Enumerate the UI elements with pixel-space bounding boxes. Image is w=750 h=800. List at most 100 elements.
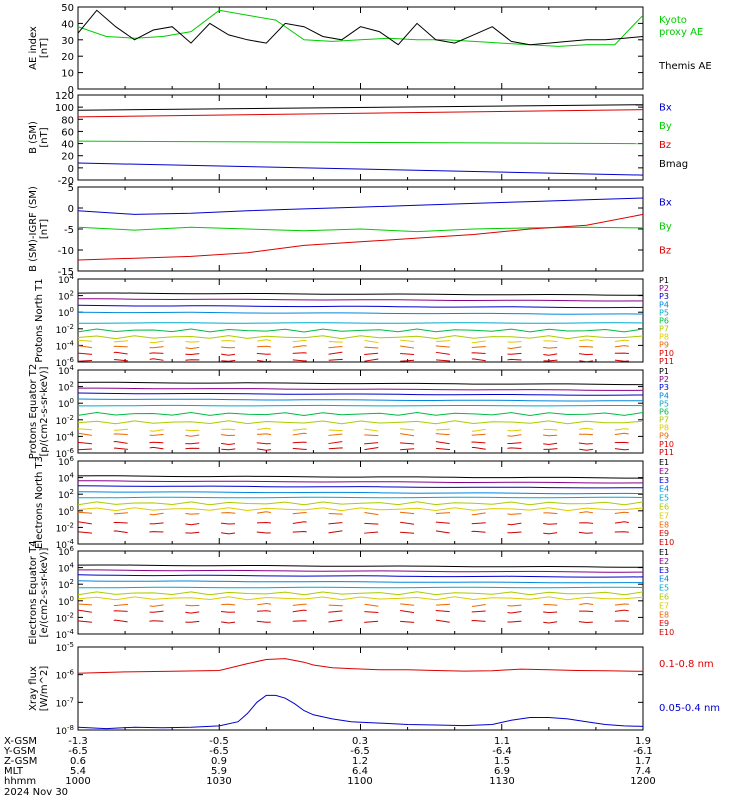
panel-xray [77, 646, 644, 731]
legend-label: P4 [659, 300, 669, 309]
y-tick-label: 10-5 [56, 641, 74, 654]
series-line-ee-6 [78, 596, 643, 601]
series-line-xray-0 [78, 658, 643, 674]
series-line-en-2 [78, 485, 643, 489]
panel-frame [77, 6, 644, 90]
legend-label: E1 [659, 458, 669, 467]
y-axis-label: AE index [28, 26, 39, 70]
series-line-pe-5 [78, 411, 643, 417]
y-tick-label: -10 [58, 246, 74, 257]
y-axis-label: Electrons North T3 [34, 456, 45, 549]
series-line-pe-7 [78, 427, 643, 432]
y-axis-label: Protons Equator T2 [28, 364, 39, 460]
legend-label: P8 [659, 424, 669, 433]
orbit-value: -6.1 [633, 746, 653, 757]
series-line-bsm-3 [78, 104, 643, 111]
y-tick-label: 100 [58, 397, 74, 410]
legend-label: P1 [659, 367, 669, 376]
series-line-pe-4 [78, 404, 643, 407]
legend-label: E4 [659, 485, 669, 494]
y-axis-unit: [e/(cm2-s-sr-keV)] [39, 547, 50, 637]
orbit-value: 1000 [65, 776, 90, 787]
series-line-pn-8 [78, 345, 643, 350]
orbit-value: 0.3 [352, 736, 368, 747]
y-tick-label: 10-6 [56, 356, 75, 369]
y-tick-label: 10-2 [56, 521, 74, 534]
legend-label: Bx [659, 102, 672, 113]
y-tick-label: 10-2 [56, 414, 74, 427]
series-line-ae-1 [78, 9, 643, 46]
legend-label: P7 [659, 325, 669, 334]
legend-label: E10 [659, 538, 674, 547]
series-line-xray-1 [78, 694, 643, 730]
series-line-pe-2 [78, 392, 643, 396]
y-tick-label: 50 [61, 3, 74, 14]
orbit-value: -6.4 [492, 746, 512, 757]
legend-label: E5 [659, 494, 669, 503]
orbit-value: 7.4 [635, 766, 651, 777]
series-line-bigrf-2 [78, 213, 643, 261]
series-line-bsm-1 [78, 140, 643, 145]
legend-label: proxy AE [659, 27, 703, 38]
y-tick-label: 20 [61, 52, 74, 63]
legend-label: P11 [659, 357, 674, 366]
y-tick-label: 0 [68, 85, 74, 96]
series-line-pn-0 [78, 292, 643, 296]
series-line-ee-3 [78, 580, 643, 584]
y-axis-label: B (SM) [28, 121, 39, 154]
orbit-value: 1.2 [352, 756, 368, 767]
legend-label: E9 [659, 529, 669, 538]
y-tick-label: 20 [61, 152, 74, 163]
legend-label: Bx [659, 197, 672, 208]
y-tick-label: 10-4 [56, 538, 75, 551]
legend-label: P6 [659, 407, 669, 416]
legend-label: By [659, 221, 672, 232]
y-tick-label: -5 [64, 225, 74, 236]
legend-label: P6 [659, 316, 669, 325]
legend-label: P5 [659, 399, 669, 408]
y-axis-unit: [nT] [39, 38, 50, 58]
orbit-value: 1.7 [635, 756, 651, 767]
legend-label: P2 [659, 375, 669, 384]
panel-pn [77, 278, 644, 363]
panel-frame [77, 646, 644, 731]
series-line-pe-0 [78, 381, 643, 386]
y-tick-label: 104 [58, 364, 74, 377]
orbit-value: -6.5 [68, 746, 88, 757]
panel-ae [77, 6, 644, 90]
y-axis-unit: [p/(cm2-s-sr-keV)] [39, 366, 50, 456]
y-axis-label: Protons North T1 [34, 278, 45, 362]
y-tick-label: 100 [58, 595, 74, 608]
series-line-pe-3 [78, 398, 643, 402]
y-tick-label: -15 [58, 267, 74, 278]
legend-label: P10 [659, 349, 674, 358]
legend-label: P4 [659, 391, 669, 400]
series-line-ee-7 [78, 602, 643, 607]
y-tick-label: 104 [58, 472, 74, 485]
orbit-value: 0.9 [211, 756, 227, 767]
y-tick-label: 106 [58, 455, 74, 468]
orbit-value: 0.6 [70, 756, 86, 767]
legend-label: Bz [659, 245, 671, 256]
orbit-value: -1.3 [68, 736, 88, 747]
legend-label: Themis AE [658, 61, 712, 72]
legend-label: Bmag [659, 159, 688, 170]
series-line-ee-0 [78, 564, 643, 568]
series-line-pn-3 [78, 311, 643, 315]
series-line-pe-1 [78, 387, 643, 391]
panel-pe [77, 369, 644, 454]
y-tick-label: 10 [61, 69, 74, 80]
y-tick-label: 102 [58, 578, 74, 591]
legend-label: E8 [659, 520, 669, 529]
legend-label: 0.1-0.8 nm [659, 659, 714, 670]
legend-label: E8 [659, 610, 669, 619]
series-line-pe-6 [78, 420, 643, 425]
y-axis-label: Electrons Equator T4 [28, 540, 39, 644]
y-tick-label: 10-6 [56, 447, 75, 460]
y-axis-label: Xray flux [28, 666, 39, 711]
date-label: 2024 Nov 30 [4, 787, 68, 798]
y-tick-label: 10-2 [56, 611, 74, 624]
orbit-row-label: hhmm [4, 776, 36, 787]
series-line-en-9 [78, 530, 643, 535]
series-line-ee-9 [78, 619, 643, 624]
